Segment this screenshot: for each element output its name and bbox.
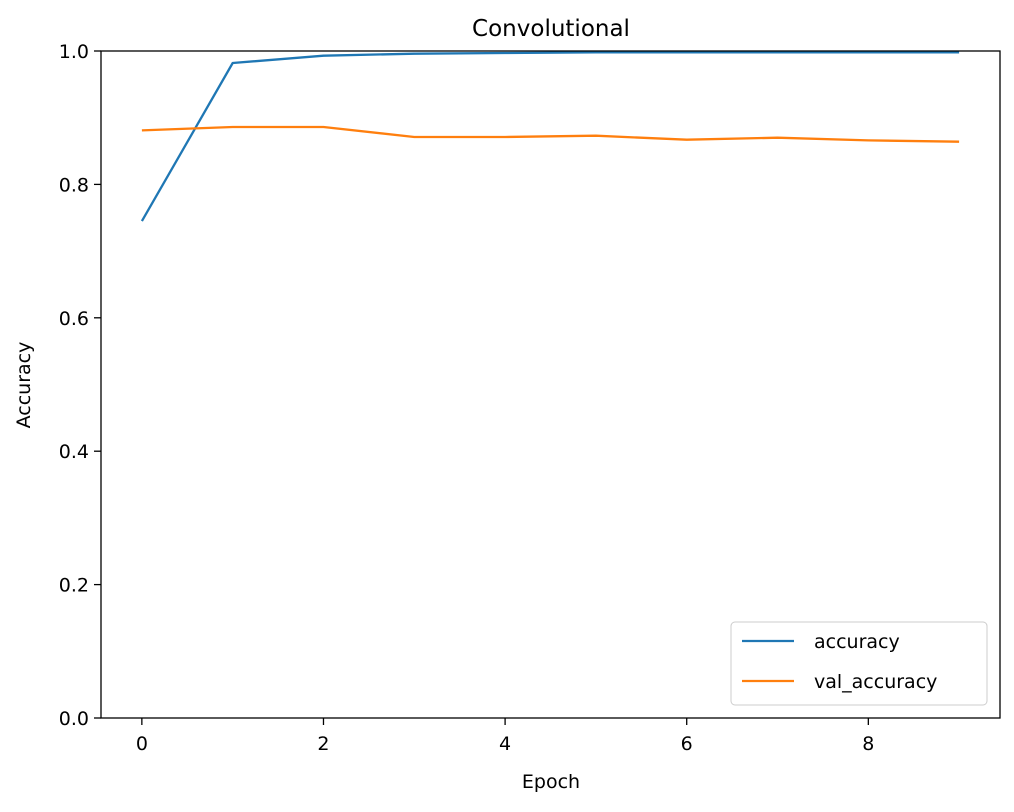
y-tick-label: 0.8 [59,174,89,196]
x-tick-label: 8 [862,733,874,755]
legend-label-accuracy: accuracy [814,631,900,653]
x-tick-label: 6 [681,733,693,755]
legend-label-val-accuracy: val_accuracy [814,671,937,693]
y-tick-label: 0.6 [59,308,89,330]
legend-box [730,621,988,706]
x-axis: 0 2 4 6 8 [136,718,874,755]
series-layer [140,51,960,222]
y-axis: 0.0 0.2 0.4 0.6 0.8 1.0 [59,41,101,730]
plot-frame [100,50,1001,719]
x-axis-title: Epoch [522,771,580,793]
y-tick-label: 0.0 [59,708,89,730]
y-axis-title: Accuracy [13,342,35,429]
x-tick-label: 0 [136,733,148,755]
chart-title: Convolutional [472,16,630,42]
series-line-val-accuracy [141,125,960,143]
y-tick-label: 0.4 [59,441,89,463]
series-line-accuracy [140,51,960,222]
legend: accuracy val_accuracy [730,621,988,706]
y-tick-label: 1.0 [59,41,89,63]
x-tick-label: 4 [499,733,511,755]
y-tick-label: 0.2 [59,575,89,597]
x-tick-label: 2 [317,733,329,755]
